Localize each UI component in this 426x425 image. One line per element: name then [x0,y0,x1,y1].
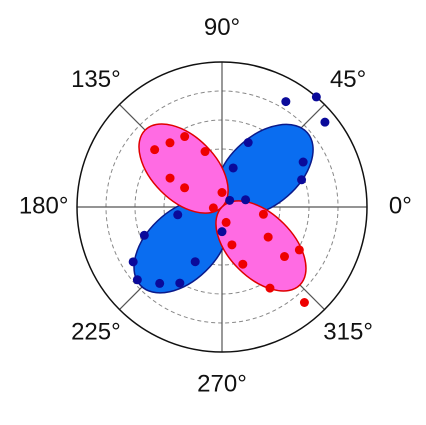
point [180,183,190,193]
plot-border [76,61,368,353]
point [180,132,190,142]
point [299,297,309,307]
point [298,157,308,167]
point [258,209,268,219]
point [243,138,253,148]
point [320,117,330,127]
point [311,92,321,102]
lobe [215,200,307,292]
point [165,138,175,148]
point [173,210,183,220]
theta-tick-label: 0° [389,192,412,219]
point [265,283,275,293]
theta-tick-label: 135° [71,66,121,93]
point [208,203,218,213]
theta-tick-label: 315° [323,318,373,345]
point [139,230,149,240]
theta-tick-label: 90° [204,14,240,41]
point [155,278,165,288]
point [190,257,200,267]
point [279,252,289,262]
theta-tick-label: 180° [19,192,69,219]
theta-tick-label: 45° [330,66,366,93]
point [128,257,138,267]
point [227,240,237,250]
point [238,259,248,269]
point [132,275,142,285]
point [263,232,273,242]
point [241,195,251,205]
theta-tick-label: 270° [197,371,247,398]
theta-tick-label: 225° [71,318,121,345]
point [217,227,227,237]
point [217,188,227,197]
point [175,278,185,288]
point [200,147,210,157]
point [297,175,307,185]
point [225,195,235,205]
point [294,245,304,255]
point [150,145,160,155]
point [221,217,231,227]
point [165,173,175,183]
point [281,97,291,107]
point [228,163,238,173]
